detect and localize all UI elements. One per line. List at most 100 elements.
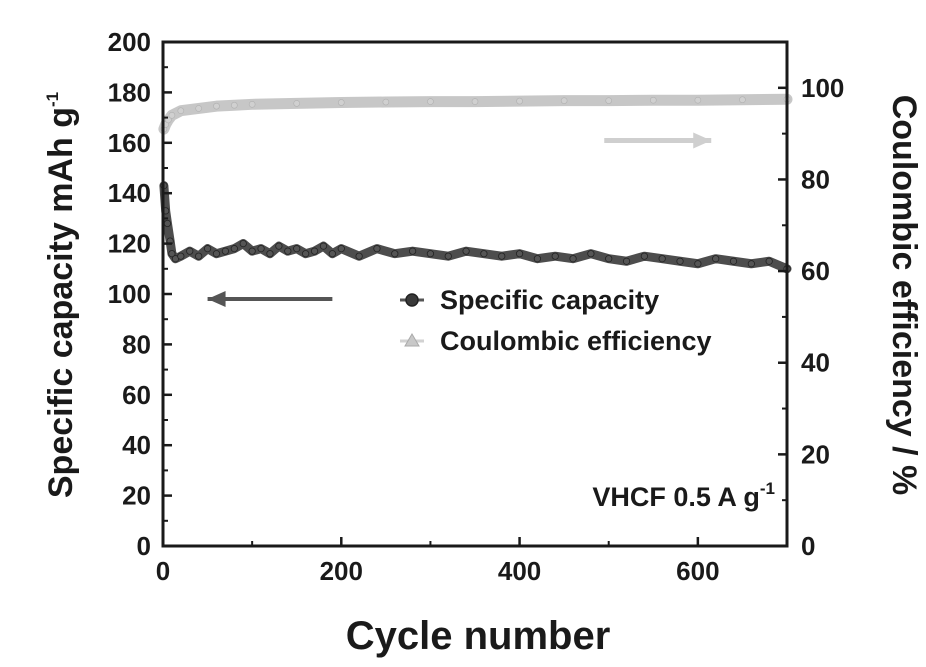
- axis-arrowhead-specific-capacity: [208, 291, 226, 307]
- condition-annotation: VHCF 0.5 A g-1: [592, 479, 775, 512]
- axis-arrowhead-coulombic-efficiency: [693, 133, 711, 149]
- y2-tick-label: 100: [801, 73, 844, 103]
- y-tick-label: 180: [108, 77, 151, 107]
- point-specific-capacity: [285, 248, 291, 254]
- point-specific-capacity: [677, 258, 683, 264]
- x-tick-label: 0: [156, 556, 170, 586]
- point-specific-capacity: [276, 243, 282, 249]
- point-specific-capacity: [730, 258, 736, 264]
- bottom-axis-ticks: 0 200 400 600: [156, 537, 720, 586]
- point-coulombic-efficiency: [338, 99, 344, 105]
- point-specific-capacity: [213, 250, 219, 256]
- point-specific-capacity: [320, 243, 326, 249]
- point-coulombic-efficiency: [695, 97, 701, 103]
- y2-tick-label: 60: [801, 256, 830, 286]
- point-specific-capacity: [195, 253, 201, 259]
- point-specific-capacity: [588, 250, 594, 256]
- point-specific-capacity: [249, 248, 255, 254]
- y-tick-label: 80: [122, 329, 151, 359]
- point-coulombic-efficiency: [213, 103, 219, 109]
- point-specific-capacity: [329, 250, 335, 256]
- point-specific-capacity: [766, 258, 772, 264]
- point-specific-capacity: [187, 248, 193, 254]
- x-tick-label: 200: [320, 556, 363, 586]
- point-coulombic-efficiency: [383, 99, 389, 105]
- point-specific-capacity: [516, 250, 522, 256]
- y-tick-label: 60: [122, 380, 151, 410]
- plot-marks: [161, 96, 791, 307]
- x-axis-title: Cycle number: [346, 614, 611, 658]
- point-specific-capacity: [231, 245, 237, 251]
- y2-tick-label: 0: [801, 531, 815, 561]
- point-specific-capacity: [222, 248, 228, 254]
- point-coulombic-efficiency: [169, 112, 175, 118]
- point-specific-capacity: [356, 253, 362, 259]
- point-specific-capacity: [606, 256, 612, 262]
- y-tick-label: 100: [108, 279, 151, 309]
- point-specific-capacity: [552, 253, 558, 259]
- point-coulombic-efficiency: [650, 97, 656, 103]
- y-tick-label: 40: [122, 430, 151, 460]
- point-specific-capacity: [499, 253, 505, 259]
- condition-annotation-main: VHCF 0.5 A g: [592, 482, 760, 512]
- y-axis-title: Specific capacity mAh g-1: [42, 92, 80, 498]
- y-tick-label: 120: [108, 229, 151, 259]
- point-specific-capacity: [427, 250, 433, 256]
- point-specific-capacity: [258, 245, 264, 251]
- point-coulombic-efficiency: [196, 105, 202, 111]
- legend-marker-specific-capacity: [406, 294, 418, 306]
- y-axis-title-main: Specific capacity mAh g: [42, 107, 80, 498]
- point-specific-capacity: [240, 240, 246, 246]
- y2-tick-label: 80: [801, 164, 830, 194]
- y2-tick-label: 40: [801, 348, 830, 378]
- point-specific-capacity: [164, 220, 170, 226]
- point-coulombic-efficiency: [178, 108, 184, 114]
- point-specific-capacity: [695, 261, 701, 267]
- point-specific-capacity: [204, 245, 210, 251]
- y-tick-label: 140: [108, 178, 151, 208]
- point-specific-capacity: [641, 253, 647, 259]
- point-specific-capacity: [392, 250, 398, 256]
- point-coulombic-efficiency: [472, 99, 478, 105]
- x-tick-label: 400: [498, 556, 541, 586]
- point-coulombic-efficiency: [739, 97, 745, 103]
- point-coulombic-efficiency: [427, 99, 433, 105]
- point-specific-capacity: [445, 253, 451, 259]
- point-specific-capacity: [178, 253, 184, 259]
- point-specific-capacity: [570, 256, 576, 262]
- point-specific-capacity: [338, 245, 344, 251]
- y2-axis-title: Coulombic efficiency / %: [885, 95, 923, 496]
- y-axis-title-sup: -1: [43, 92, 62, 107]
- point-specific-capacity: [374, 245, 380, 251]
- y2-tick-label: 20: [801, 439, 830, 469]
- point-specific-capacity: [267, 250, 273, 256]
- legend-label-specific-capacity: Specific capacity: [440, 285, 659, 315]
- y-tick-label: 20: [122, 481, 151, 511]
- condition-annotation-sup: -1: [760, 479, 775, 498]
- x-tick-label: 600: [676, 556, 719, 586]
- legend-item-coulombic-efficiency: Coulombic efficiency: [400, 326, 712, 356]
- point-specific-capacity: [623, 258, 629, 264]
- point-specific-capacity: [659, 256, 665, 262]
- point-specific-capacity: [481, 250, 487, 256]
- series-line-specific-capacity: [164, 186, 787, 269]
- point-coulombic-efficiency: [561, 98, 567, 104]
- point-coulombic-efficiency: [606, 98, 612, 104]
- point-specific-capacity: [712, 256, 718, 262]
- legend: Specific capacity Coulombic efficiency: [400, 285, 712, 356]
- point-specific-capacity: [302, 250, 308, 256]
- point-specific-capacity: [748, 261, 754, 267]
- point-coulombic-efficiency: [249, 101, 255, 107]
- point-coulombic-efficiency: [517, 98, 523, 104]
- point-coulombic-efficiency: [231, 102, 237, 108]
- legend-label-coulombic-efficiency: Coulombic efficiency: [440, 326, 712, 356]
- legend-item-specific-capacity: Specific capacity: [400, 285, 659, 315]
- y-tick-label: 160: [108, 128, 151, 158]
- y-tick-label: 0: [137, 531, 151, 561]
- y-tick-label: 200: [108, 27, 151, 57]
- point-specific-capacity: [311, 248, 317, 254]
- point-specific-capacity: [409, 248, 415, 254]
- point-specific-capacity: [294, 245, 300, 251]
